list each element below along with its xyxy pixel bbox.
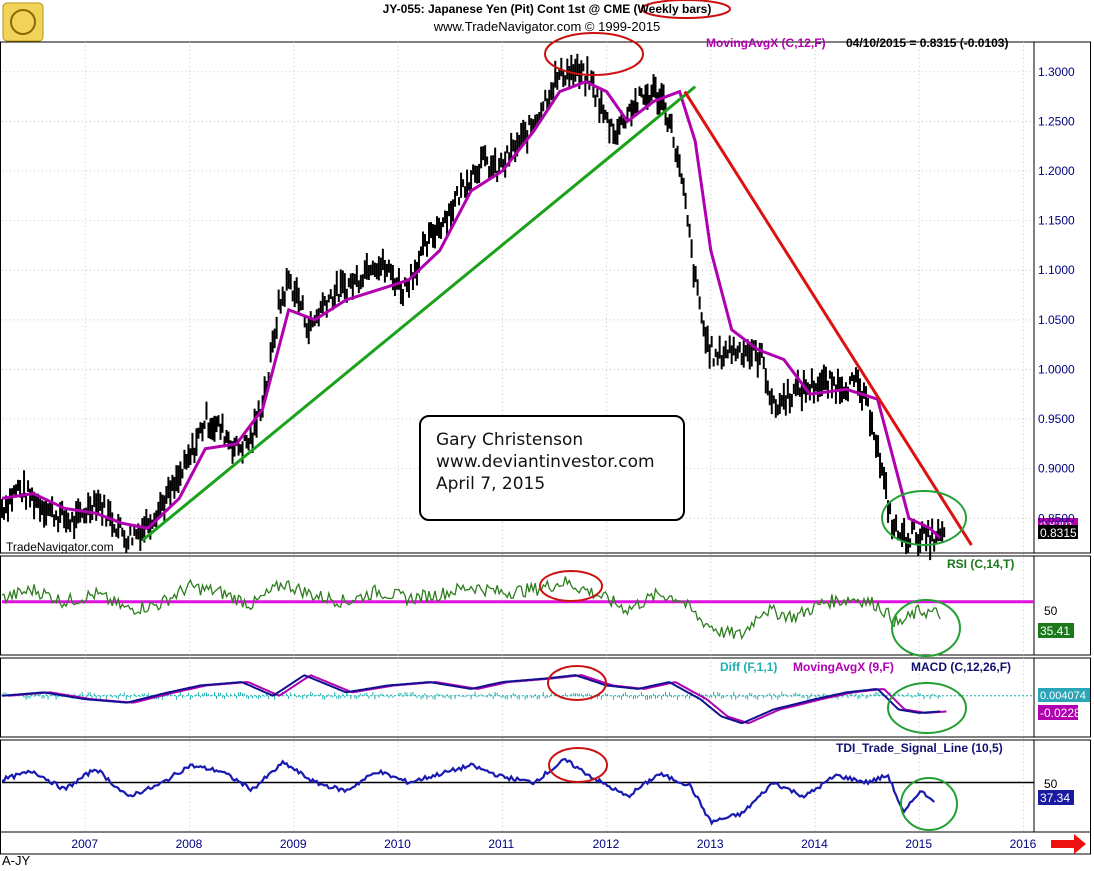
price-y-tick: 1.1500 <box>1038 214 1075 228</box>
x-tick-label: 2012 <box>593 837 620 851</box>
rsi-top-circle <box>539 570 603 602</box>
tdi-line <box>1 757 935 826</box>
x-axis-frame <box>0 831 1091 855</box>
sextant-logo-icon <box>2 2 44 42</box>
macd-diff-label: Diff (F,1,1) <box>720 660 777 674</box>
chart-source: www.TradeNavigator.com © 1999-2015 <box>433 19 661 34</box>
price-y-tick: 1.1000 <box>1038 263 1075 277</box>
x-tick-label: 2016 <box>1010 837 1037 851</box>
macd-signal-line <box>8 674 947 725</box>
annotation-website: www.deviantinvestor.com <box>436 452 655 472</box>
price-y-tick: 0.8500 <box>1038 511 1075 525</box>
x-tick-label: 2011 <box>488 837 514 851</box>
x-tick-label: 2007 <box>71 837 98 851</box>
title-weekly-circle <box>641 0 731 19</box>
rsi-last-value: 35.41 <box>1040 624 1070 638</box>
rsi-line <box>1 576 941 640</box>
rsi-panel: RSI (C,14,T) 50 35.41 <box>1 557 1074 640</box>
annotation-box: Gary Christenson www.deviantinvestor.com… <box>419 415 685 521</box>
macd-last-value: -0.0228 <box>1040 706 1081 720</box>
tradenavigator-logo-text: TradeNavigator.com <box>6 540 114 554</box>
rsi-last-box <box>1038 623 1074 638</box>
macd-top-circle <box>547 665 607 701</box>
price-frame <box>0 41 1091 554</box>
price-bottom-circle <box>881 490 967 546</box>
tdi-ref-label: 50 <box>1044 777 1058 791</box>
macd-diff-last-value: 0.004074 <box>1040 690 1086 702</box>
x-tick-label: 2010 <box>384 837 411 851</box>
x-tick-label: 2015 <box>905 837 932 851</box>
price-readout: 04/10/2015 = 0.8315 (-0.0103) <box>846 36 1008 50</box>
macd-bottom-circle <box>887 682 967 734</box>
sextant-logo-ring <box>10 9 36 35</box>
price-y-tick: 1.3000 <box>1038 65 1075 79</box>
x-tick-label: 2013 <box>697 837 724 851</box>
price-y-tick: 0.9500 <box>1038 412 1075 426</box>
x-tick-label: 2008 <box>176 837 203 851</box>
macd-panel: Diff (F,1,1) MovingAvgX (9,F) MACD (C,12,2… <box>1 660 1090 725</box>
macd-title: MACD (C,12,26,F) <box>911 660 1011 674</box>
annotation-author: Gary Christenson <box>436 430 584 450</box>
panel-frames <box>0 41 1091 855</box>
price-last-box <box>1038 525 1078 539</box>
support-trendline <box>141 85 697 542</box>
price-y-tick: 1.2000 <box>1038 164 1075 178</box>
x-tick-label: 2014 <box>801 837 828 851</box>
price-y-tick: 1.0500 <box>1038 313 1075 327</box>
price-last-value: 0.8315 <box>1040 526 1077 540</box>
price-y-tick: 0.9000 <box>1038 462 1075 476</box>
moving-average-line <box>1 80 942 540</box>
scroll-right-arrow-icon <box>1051 834 1086 854</box>
rsi-ref-label: 50 <box>1044 604 1058 618</box>
macd-frame <box>0 657 1091 738</box>
tdi-title: TDI_Trade_Signal_Line (10,5) <box>836 741 1003 755</box>
rsi-title: RSI (C,14,T) <box>947 557 1014 571</box>
annotation-date: April 7, 2015 <box>436 474 546 494</box>
macd-last-box <box>1038 705 1078 720</box>
moving-average-label: MovingAvgX (C,12,F) <box>706 36 826 50</box>
price-y-tick: 1.2500 <box>1038 114 1075 128</box>
highlight-circles <box>539 0 967 831</box>
tdi-last-box <box>1038 790 1074 805</box>
tdi-bottom-circle <box>900 777 958 831</box>
macd-signal-label: MovingAvgX (9,F) <box>793 660 894 674</box>
rsi-frame <box>0 555 1091 656</box>
macd-diff-last-box <box>1038 688 1090 702</box>
chart-title: JY-055: Japanese Yen (Pit) Cont 1st @ CM… <box>382 2 712 16</box>
rsi-bottom-circle <box>891 599 961 657</box>
tdi-last-value: 37.34 <box>1040 791 1070 805</box>
macd-line <box>1 674 941 725</box>
symbol-label: A-JY <box>2 853 31 868</box>
price-y-tick: 1.0000 <box>1038 362 1075 376</box>
axis-labels: 1.3000 1.2500 1.2000 1.1500 1.1000 1.0500 1.00… <box>2 2 1086 854</box>
x-tick-label: 2009 <box>280 837 307 851</box>
tdi-top-circle <box>548 747 608 783</box>
price-top-circle <box>544 32 644 76</box>
price-panel: MovingAvgX (C,12,F) 04/10/2015 = 0.8315 (… <box>1 36 1078 561</box>
resistance-trendline <box>683 90 973 546</box>
